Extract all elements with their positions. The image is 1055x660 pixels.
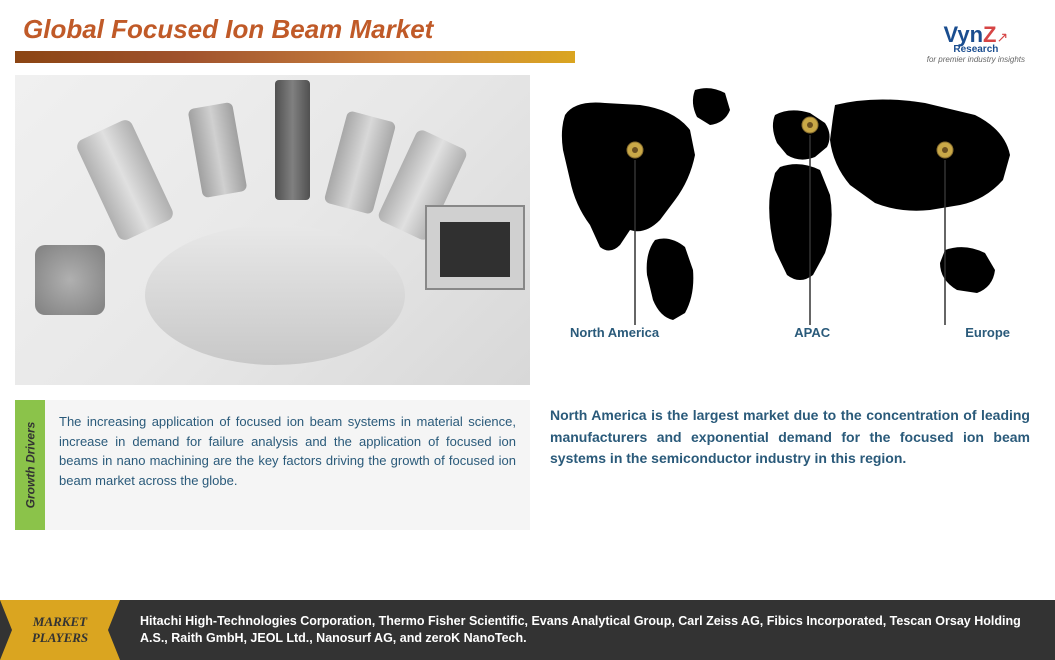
continent-south-america <box>647 239 694 320</box>
region-labels: North America APAC Europe <box>540 325 1040 340</box>
growth-drivers-label-box: Growth Drivers <box>15 400 45 530</box>
world-map-area: North America APAC Europe <box>540 75 1040 385</box>
market-players-label: MARKET PLAYERS <box>32 614 88 645</box>
header-area: Global Focused Ion Beam Market VynZ↗ Res… <box>0 0 1055 75</box>
market-players-text: Hitachi High-Technologies Corporation, T… <box>120 613 1055 648</box>
equipment-panel-screen <box>440 222 510 277</box>
region-label-europe: Europe <box>965 325 1010 340</box>
logo-brand: VynZ↗ Research <box>927 22 1025 55</box>
continent-europe <box>773 110 830 159</box>
continent-asia <box>830 99 1010 210</box>
growth-drivers-text: The increasing application of focused io… <box>45 400 530 530</box>
region-label-na: North America <box>570 325 659 340</box>
equipment-base <box>145 225 405 365</box>
growth-drivers-section: Growth Drivers The increasing applicatio… <box>15 400 530 530</box>
equipment-panel <box>425 205 525 290</box>
world-map <box>540 75 1040 325</box>
infographic-container: Global Focused Ion Beam Market VynZ↗ Res… <box>0 0 1055 660</box>
region-label-apac: APAC <box>794 325 830 340</box>
logo-arrow-icon: ↗ <box>996 29 1008 45</box>
left-column: Growth Drivers The increasing applicatio… <box>15 75 530 600</box>
logo-tagline: for premier industry insights <box>927 55 1025 64</box>
logo: VynZ↗ Research for premier industry insi… <box>927 22 1025 64</box>
continent-greenland <box>693 88 730 125</box>
page-title: Global Focused Ion Beam Market <box>15 10 575 49</box>
equipment-image <box>15 75 530 385</box>
title-underline <box>15 51 575 63</box>
equipment-cylinder <box>275 80 310 200</box>
title-bar: Global Focused Ion Beam Market <box>15 10 595 63</box>
logo-part3: Research <box>927 44 1025 55</box>
growth-drivers-label: Growth Drivers <box>23 422 37 509</box>
market-players-label-box: MARKET PLAYERS <box>0 600 120 660</box>
main-content: Growth Drivers The increasing applicatio… <box>0 75 1055 600</box>
continent-africa <box>769 164 831 280</box>
market-players-bar: MARKET PLAYERS Hitachi High-Technologies… <box>0 600 1055 660</box>
continent-north-america <box>562 103 695 251</box>
equipment-cylinder <box>75 117 176 242</box>
equipment-cylinder <box>188 102 248 198</box>
equipment-motor <box>35 245 105 315</box>
region-description: North America is the largest market due … <box>540 385 1040 470</box>
world-map-svg <box>540 75 1040 325</box>
right-column: North America APAC Europe North America … <box>540 75 1040 600</box>
market-players-label-line2: PLAYERS <box>32 630 88 645</box>
continent-australia <box>940 247 995 293</box>
market-players-label-line1: MARKET <box>33 614 87 629</box>
